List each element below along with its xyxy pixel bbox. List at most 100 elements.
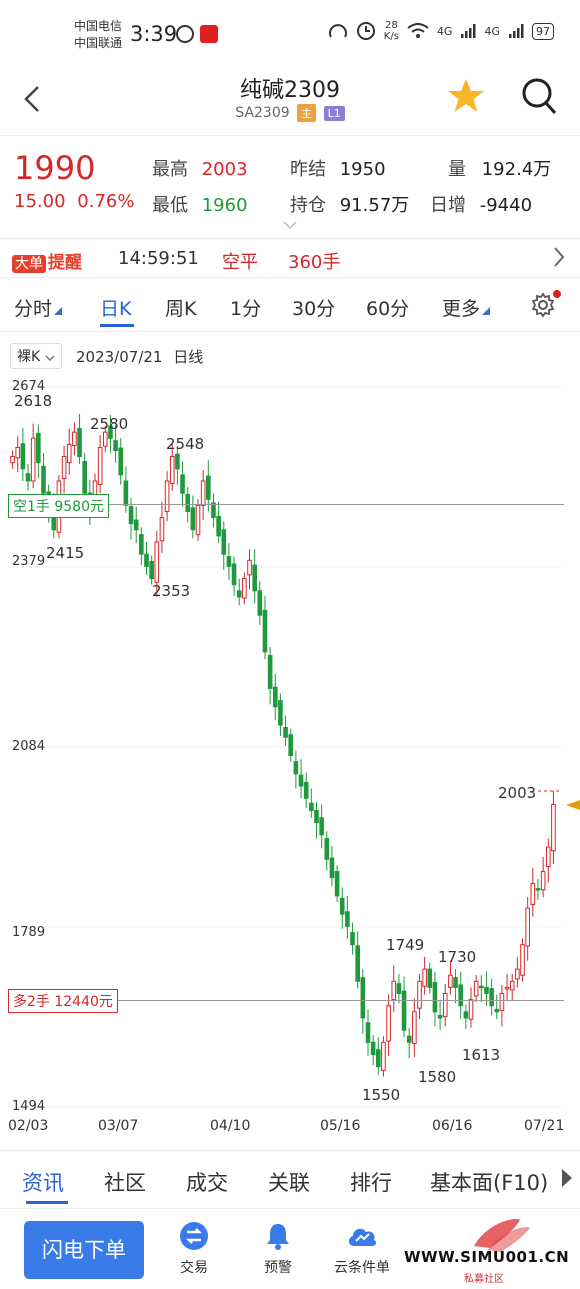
chart-date: 2023/07/21 日线 xyxy=(76,346,203,367)
candle xyxy=(545,838,551,883)
expand-chevron-icon[interactable] xyxy=(283,221,297,229)
tab-news[interactable]: 资讯 xyxy=(22,1171,64,1195)
candle xyxy=(401,976,407,1038)
k-mode-select[interactable]: 裸K xyxy=(10,343,62,369)
speed-value: 28 xyxy=(385,20,398,31)
candle xyxy=(15,436,21,473)
tab-fundamentals[interactable]: 基本面(F10) xyxy=(430,1171,549,1195)
big-order-badge: 大单 提醒 xyxy=(12,248,82,273)
candle xyxy=(355,931,360,989)
short-position-label[interactable]: 空1手 9580元 xyxy=(8,494,109,518)
candle xyxy=(144,541,149,575)
candle xyxy=(118,438,124,485)
badge-part-a: 大单 xyxy=(12,255,46,273)
contract-subtitle: SA2309 主 L1 xyxy=(0,104,580,122)
candle xyxy=(236,578,242,606)
candle xyxy=(412,998,417,1057)
tab-60min[interactable]: 60分 xyxy=(366,298,410,320)
cloud-order-button[interactable]: 云条件单 xyxy=(322,1221,402,1277)
candle xyxy=(551,790,556,865)
dropdown-corner-icon xyxy=(482,307,491,315)
candle xyxy=(195,499,201,541)
candle xyxy=(396,973,402,1004)
candle xyxy=(458,971,464,1020)
tab-community[interactable]: 社区 xyxy=(104,1171,146,1195)
candle xyxy=(381,1036,386,1077)
candle xyxy=(515,956,520,988)
open-interest-value: 91.57万 xyxy=(339,195,410,216)
tab-30min[interactable]: 30分 xyxy=(292,298,336,320)
candle xyxy=(504,973,510,1001)
candle xyxy=(242,572,247,605)
candle xyxy=(360,969,366,1034)
candle xyxy=(159,501,165,553)
candle xyxy=(324,831,330,871)
scroll-right-arrow-icon[interactable] xyxy=(562,1169,572,1187)
candle xyxy=(231,556,237,596)
dropdown-corner-icon xyxy=(54,307,63,315)
status-app-icons xyxy=(176,25,218,43)
candle xyxy=(350,922,355,955)
low-field: 最低 1960 xyxy=(152,191,248,217)
tab-weekly[interactable]: 周K xyxy=(165,298,197,320)
tab-1min[interactable]: 1分 xyxy=(230,298,262,320)
favorite-star-icon[interactable] xyxy=(446,76,486,116)
tab-daily[interactable]: 日K xyxy=(100,298,132,320)
price-change: 15.00 0.76% xyxy=(14,191,134,212)
alert-quantity: 360手 xyxy=(288,252,341,273)
high-annotation: 2548 xyxy=(166,435,205,453)
candle xyxy=(149,555,154,585)
candlestick-chart[interactable] xyxy=(0,375,580,1145)
flash-order-button[interactable]: 闪电下单 xyxy=(24,1221,144,1279)
candle xyxy=(102,426,108,453)
candle xyxy=(190,495,196,539)
candle xyxy=(453,969,458,1004)
notification-dot xyxy=(553,290,561,298)
search-icon[interactable] xyxy=(520,76,558,116)
open-interest-field: 持仓 91.57万 xyxy=(290,191,409,217)
high-annotation: 2003 xyxy=(498,784,537,802)
high-value: 2003 xyxy=(201,159,248,180)
candle xyxy=(108,415,113,453)
candle xyxy=(448,960,453,995)
tab-related[interactable]: 关联 xyxy=(268,1171,310,1195)
candle xyxy=(468,987,474,1028)
candle xyxy=(520,938,525,982)
long-position-label[interactable]: 多2手 12440元 xyxy=(8,989,118,1013)
back-button[interactable] xyxy=(22,84,42,122)
candle xyxy=(139,527,144,566)
watermark-text: WWW.SIMU001.CN xyxy=(404,1248,570,1266)
x-tick-label: 07/21 xyxy=(524,1118,565,1134)
candle xyxy=(334,865,340,902)
k-mode-value: 裸K xyxy=(17,349,41,365)
candle xyxy=(262,595,268,660)
daily-change-label: 日增 xyxy=(430,195,466,216)
candle xyxy=(370,1035,376,1066)
candle xyxy=(272,673,278,721)
quote-panel[interactable]: 1990 15.00 0.76% 最高 2003 最低 1960 昨结 1950… xyxy=(0,137,580,237)
candle xyxy=(211,493,216,528)
signal-2-icon xyxy=(509,24,524,38)
candle xyxy=(164,471,170,522)
tab-trades[interactable]: 成交 xyxy=(186,1171,228,1195)
candle xyxy=(169,441,175,491)
prev-settle-value: 1950 xyxy=(339,159,386,180)
candle xyxy=(226,543,232,580)
tab-intraday[interactable]: 分时 xyxy=(14,294,63,321)
high-annotation: 1749 xyxy=(386,936,425,954)
tab-intraday-label: 分时 xyxy=(14,298,53,320)
tab-more[interactable]: 更多 xyxy=(442,294,491,321)
low-value: 1960 xyxy=(201,195,248,216)
trade-button[interactable]: 交易 xyxy=(154,1221,234,1277)
dnd-icon xyxy=(328,24,347,38)
signal-1-icon xyxy=(461,24,476,38)
page-title: 纯碱2309 xyxy=(240,78,340,103)
tab-ranking[interactable]: 排行 xyxy=(350,1171,392,1195)
candle xyxy=(25,463,31,491)
big-order-alert-bar[interactable]: 大单 提醒 14:59:51 空平 360手 xyxy=(0,238,580,278)
active-tab-underline xyxy=(100,324,134,327)
y-tick-label: 1494 xyxy=(12,1099,46,1114)
price-alert-button[interactable]: 预警 xyxy=(238,1221,318,1277)
gear-icon[interactable] xyxy=(530,292,556,318)
active-bottom-tab-underline xyxy=(26,1201,68,1204)
